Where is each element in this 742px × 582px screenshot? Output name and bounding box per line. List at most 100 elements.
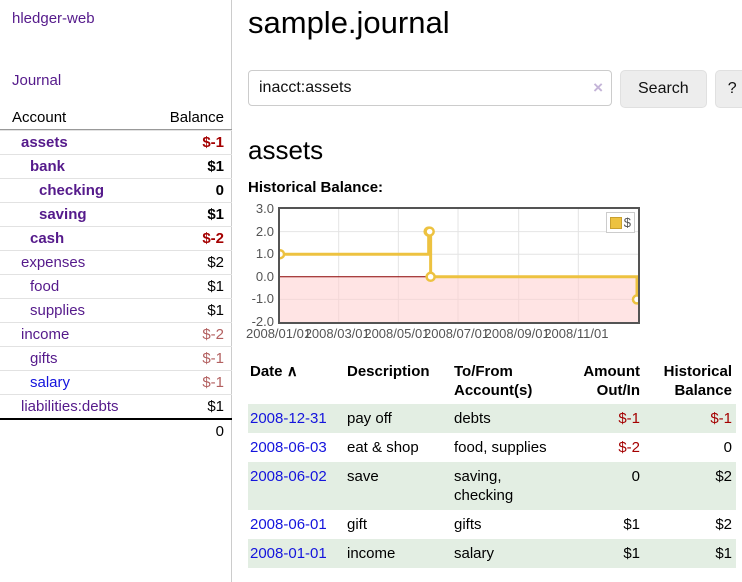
account-balance: $-1 bbox=[202, 374, 224, 391]
chart-line-svg bbox=[280, 209, 638, 322]
transaction-description: eat & shop bbox=[347, 439, 419, 456]
x-axis-tick-label: 2008/09/01 bbox=[484, 326, 550, 341]
y-axis-tick-label: 1.0 bbox=[255, 246, 274, 262]
account-row-bank: bank $1 bbox=[0, 154, 232, 178]
account-link-salary[interactable]: salary bbox=[30, 374, 71, 391]
transaction-balance: $-1 bbox=[644, 404, 736, 433]
col-header-balance: Historical Balance bbox=[663, 363, 732, 399]
account-balance: $-2 bbox=[202, 326, 224, 343]
col-header-description: Description bbox=[347, 363, 430, 380]
account-row-checking: checking 0 bbox=[0, 178, 232, 202]
account-balance: $-1 bbox=[202, 350, 224, 367]
account-balance: $2 bbox=[207, 254, 224, 271]
account-link-food[interactable]: food bbox=[30, 278, 60, 295]
register-header-row: Date ∧ Description To/From Account(s) Am… bbox=[248, 360, 736, 404]
account-row-supplies: supplies $1 bbox=[0, 298, 232, 322]
account-link-checking[interactable]: checking bbox=[39, 182, 105, 199]
transaction-description: pay off bbox=[345, 404, 452, 433]
register-table: Date ∧ Description To/From Account(s) Am… bbox=[248, 360, 736, 568]
transaction-accounts: saving, checking bbox=[452, 462, 558, 510]
nav-journal-link[interactable]: Journal bbox=[12, 72, 62, 89]
account-row-liabilities-debts: liabilities:debts $1 bbox=[0, 394, 232, 418]
chart-title: Historical Balance: bbox=[248, 179, 384, 196]
account-balance: $-2 bbox=[202, 230, 224, 247]
account-row-cash: cash $-2 bbox=[0, 226, 232, 250]
transaction-amount: $-1 bbox=[558, 404, 644, 433]
chart-plot-area: $ bbox=[278, 207, 640, 324]
account-balance: $1 bbox=[207, 398, 224, 415]
transaction-date-link[interactable]: 2008-06-02 bbox=[250, 468, 327, 485]
accounts-table: Account Balance assets $-1 bank $1 check… bbox=[0, 106, 232, 442]
transaction-date-link[interactable]: 2008-06-03 bbox=[250, 439, 327, 456]
search-input[interactable] bbox=[248, 70, 612, 106]
sidebar: hledger-web Journal Account Balance asse… bbox=[0, 0, 232, 582]
transaction-description: income bbox=[345, 539, 452, 568]
transaction-amount: $-2 bbox=[618, 439, 640, 456]
account-row-food: food $1 bbox=[0, 274, 232, 298]
legend-swatch-icon bbox=[609, 216, 622, 229]
balance-column-header: Balance bbox=[169, 109, 224, 126]
account-balance: $1 bbox=[207, 158, 224, 175]
chart-legend: $ bbox=[605, 212, 635, 233]
accounts-total-row: 0 bbox=[0, 418, 232, 442]
transaction-description: save bbox=[345, 462, 452, 510]
clear-search-icon[interactable]: × bbox=[593, 78, 603, 97]
legend-label: $ bbox=[623, 215, 631, 230]
account-link-income[interactable]: income bbox=[21, 326, 70, 343]
help-button[interactable]: ? bbox=[714, 70, 742, 108]
transaction-balance: 0 bbox=[723, 439, 732, 456]
account-link-cash[interactable]: cash bbox=[30, 230, 65, 247]
account-balance: $1 bbox=[207, 206, 224, 223]
search-form: × Search ? bbox=[248, 70, 742, 108]
transaction-amount: 0 bbox=[558, 462, 644, 510]
transaction-accounts: debts bbox=[452, 404, 558, 433]
sort-ascending-icon: ∧ bbox=[286, 363, 298, 380]
account-link-expenses[interactable]: expenses bbox=[21, 254, 86, 271]
transaction-accounts: gifts bbox=[454, 516, 482, 533]
y-axis-tick-label: -2.0 bbox=[251, 314, 274, 329]
account-link-bank[interactable]: bank bbox=[30, 158, 66, 175]
account-balance: $1 bbox=[207, 278, 224, 295]
transaction-amount: $1 bbox=[558, 539, 644, 568]
page-title: sample.journal bbox=[248, 5, 450, 40]
account-link-gifts[interactable]: gifts bbox=[30, 350, 58, 367]
transaction-date-link[interactable]: 2008-01-01 bbox=[250, 545, 327, 562]
accounts-table-header: Account Balance bbox=[0, 106, 232, 130]
app-title-link[interactable]: hledger-web bbox=[12, 10, 95, 27]
col-header-date: Date ∧ bbox=[250, 363, 298, 380]
search-button[interactable]: Search bbox=[620, 70, 707, 108]
x-axis-tick-label: 2008/05/01 bbox=[364, 326, 430, 341]
account-heading: assets bbox=[248, 135, 324, 165]
account-link-liabilities-debts[interactable]: liabilities:debts bbox=[21, 398, 119, 415]
account-column-header: Account bbox=[12, 109, 67, 126]
account-balance: 0 bbox=[215, 182, 224, 199]
transaction-balance: $1 bbox=[644, 539, 736, 568]
account-row-salary: salary $-1 bbox=[0, 370, 232, 394]
account-row-income: income $-2 bbox=[0, 322, 232, 346]
main-content: sample.journal × Search ? assets Histori… bbox=[246, 0, 742, 568]
account-link-supplies[interactable]: supplies bbox=[30, 302, 86, 319]
register-row: 2008-06-03 eat & shop food, supplies $-2… bbox=[248, 433, 736, 462]
account-balance: $-1 bbox=[202, 134, 224, 151]
transaction-balance: $2 bbox=[715, 516, 732, 533]
x-axis-tick-label: 2008/07/01 bbox=[424, 326, 490, 341]
account-link-saving[interactable]: saving bbox=[39, 206, 87, 223]
transaction-date-link[interactable]: 2008-12-31 bbox=[250, 410, 327, 427]
register-row: 2008-12-31 pay off debts $-1 $-1 bbox=[248, 404, 736, 433]
x-axis-tick-label: 2008/03/01 bbox=[304, 326, 370, 341]
y-axis-tick-label: 2.0 bbox=[255, 223, 274, 239]
transaction-date-link[interactable]: 2008-06-01 bbox=[250, 516, 327, 533]
account-row-assets: assets $-1 bbox=[0, 130, 232, 154]
transaction-accounts: salary bbox=[452, 539, 558, 568]
register-row: 2008-06-02 save saving, checking 0 $2 bbox=[248, 462, 736, 510]
account-row-gifts: gifts $-1 bbox=[0, 346, 232, 370]
accounts-total-value: 0 bbox=[215, 422, 224, 440]
transaction-balance: $2 bbox=[644, 462, 736, 510]
y-axis-tick-label: 3.0 bbox=[255, 201, 274, 216]
search-box: × bbox=[248, 70, 612, 108]
historical-balance-chart: $ 3.0 2.0 1.0 0.0 -1.0 -2.0 2008/01/01 2008/03… bbox=[246, 201, 648, 341]
col-header-amount: Amount Out/In bbox=[583, 363, 640, 399]
account-link-assets[interactable]: assets bbox=[21, 134, 68, 151]
x-axis-tick-label: 2008/01/01 bbox=[246, 326, 312, 341]
